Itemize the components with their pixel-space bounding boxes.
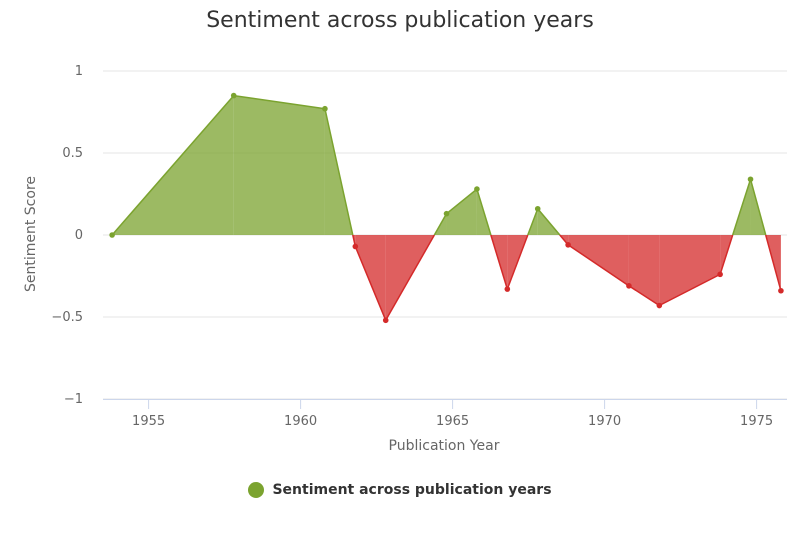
series-line-segment: [433, 213, 448, 236]
series-line-segment: [506, 234, 529, 290]
legend-swatch: [248, 482, 265, 498]
x-tick-label: 1970: [588, 414, 621, 429]
y-tick-labels: −1 −0.5 0 0.5 1: [51, 64, 83, 407]
data-point[interactable]: [352, 243, 359, 250]
area-fills: [112, 95, 781, 321]
data-point[interactable]: [626, 283, 632, 289]
y-tick-label: 0.5: [62, 146, 83, 161]
data-points[interactable]: [109, 92, 784, 324]
series-line-segment: [567, 244, 630, 287]
data-point[interactable]: [230, 92, 237, 99]
data-point[interactable]: [474, 186, 480, 192]
series-line-segment: [324, 108, 354, 236]
legend-label: Sentiment across publication years: [272, 482, 552, 498]
data-point[interactable]: [322, 105, 328, 112]
x-tick-label: 1965: [436, 414, 469, 429]
series-line-segment: [111, 95, 235, 236]
y-tick-label: 1: [75, 64, 83, 79]
data-point[interactable]: [565, 242, 571, 248]
series-line-segment: [731, 179, 752, 236]
legend[interactable]: Sentiment across publication years: [0, 482, 800, 498]
y-tick-label: 0: [75, 228, 83, 243]
data-point[interactable]: [109, 232, 115, 238]
x-axis: [103, 399, 787, 409]
x-tick-label: 1975: [740, 414, 773, 429]
area-positive: [233, 95, 325, 235]
series-line-segment: [385, 234, 436, 321]
data-point[interactable]: [747, 176, 754, 183]
chart-title: Sentiment across publication years: [206, 8, 594, 33]
series-line-segment: [658, 273, 721, 307]
series-line-segment: [537, 208, 561, 236]
area-negative: [568, 235, 629, 286]
area-negative: [659, 235, 721, 306]
series-line-segment: [233, 94, 326, 110]
series-line-segment: [764, 234, 782, 291]
data-point[interactable]: [504, 286, 511, 292]
y-tick-label: −0.5: [51, 310, 83, 325]
series-line-segment: [446, 188, 478, 215]
data-point[interactable]: [656, 302, 663, 309]
x-tick-label: 1960: [284, 414, 317, 429]
x-tick-label: 1955: [132, 414, 165, 429]
series-line-segment: [354, 246, 387, 321]
data-point[interactable]: [534, 205, 541, 212]
series-line-segment: [490, 234, 509, 290]
series-line-segment: [527, 208, 539, 236]
x-tick-labels: 1955 1960 1965 1970 1975: [132, 414, 773, 429]
series-line-segment: [628, 285, 660, 307]
series-lines: [111, 94, 782, 321]
area-negative: [628, 235, 660, 306]
series-line-segment: [476, 188, 492, 236]
series-line-segment: [719, 234, 734, 275]
y-tick-label: −1: [64, 392, 83, 407]
area-positive: [446, 189, 477, 235]
data-point[interactable]: [778, 287, 784, 294]
x-axis-title: Publication Year: [389, 438, 500, 454]
y-axis-title: Sentiment Score: [23, 176, 39, 292]
series-line-segment: [749, 179, 767, 236]
data-point[interactable]: [382, 317, 389, 324]
data-point[interactable]: [443, 210, 450, 217]
data-point[interactable]: [717, 271, 723, 278]
area-negative: [355, 235, 386, 321]
